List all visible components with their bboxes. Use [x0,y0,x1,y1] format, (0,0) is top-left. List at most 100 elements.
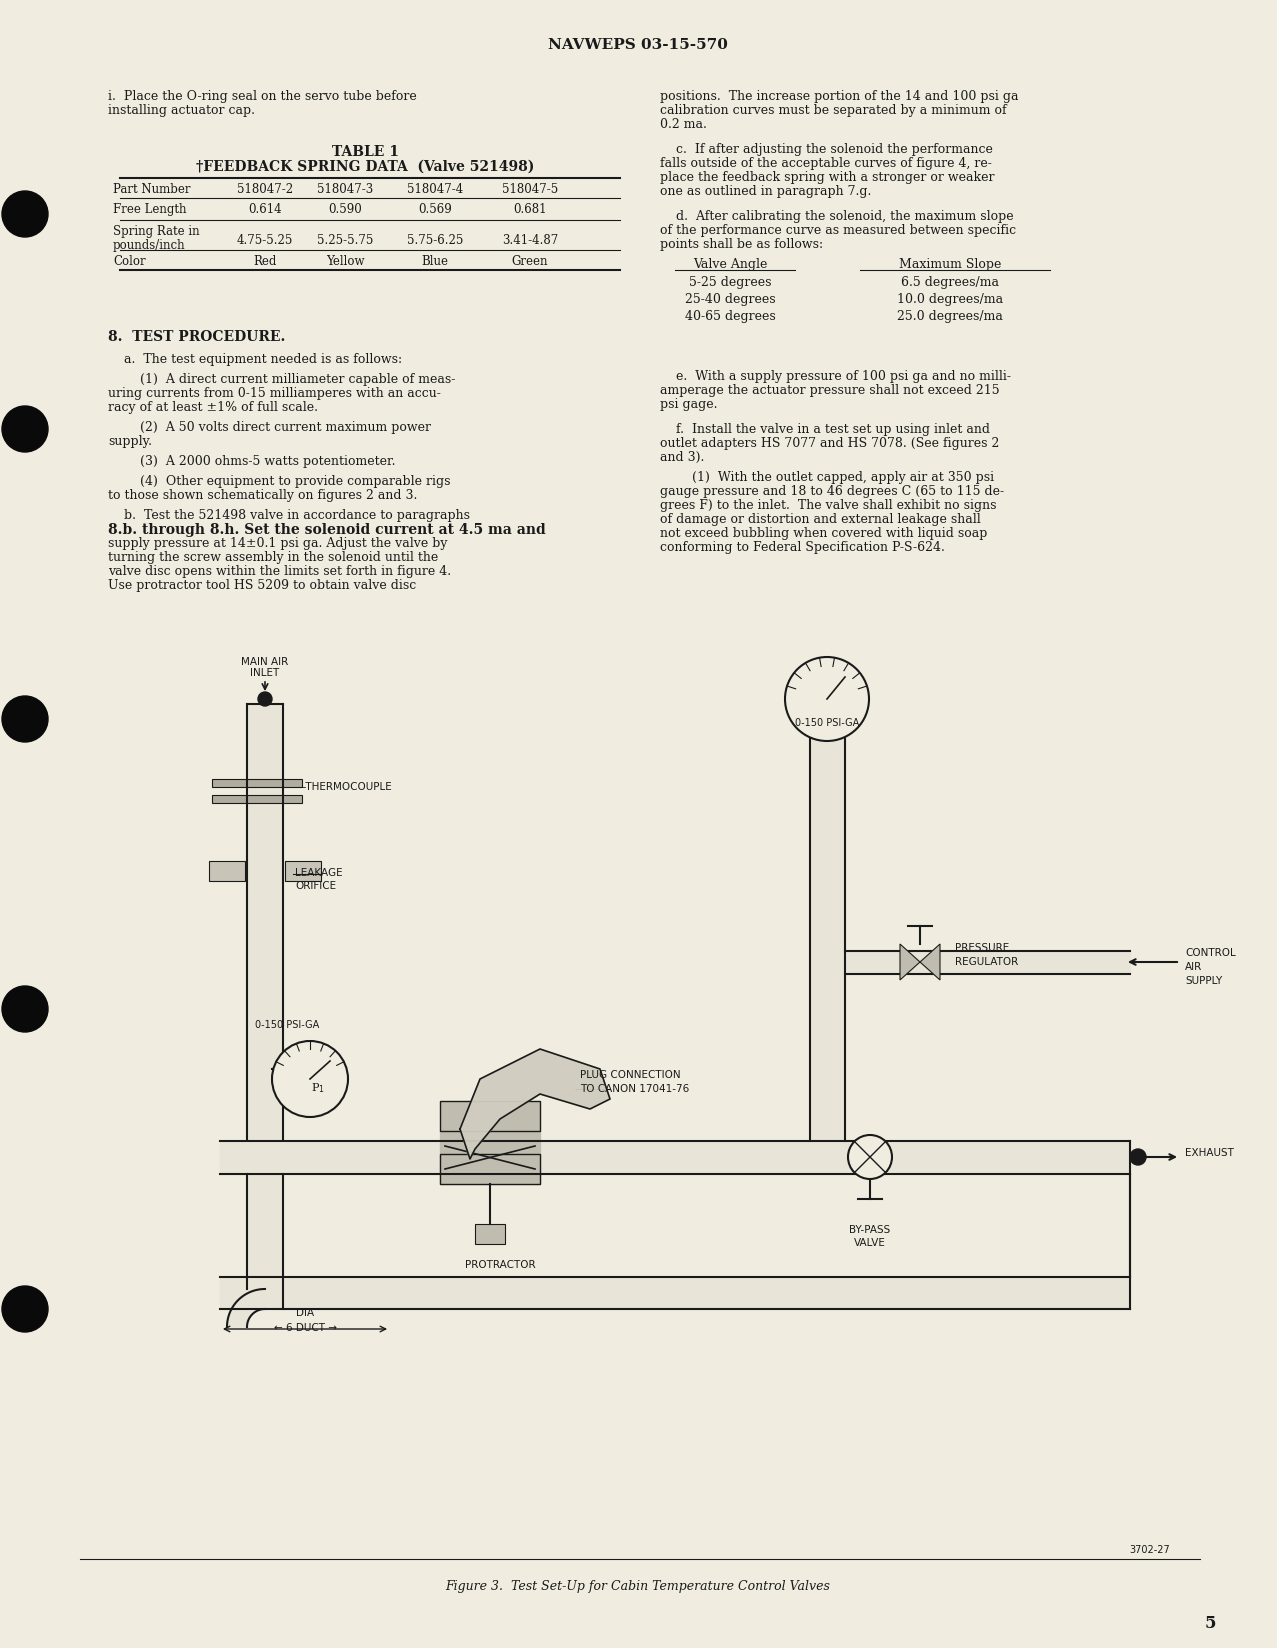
Text: psi gage.: psi gage. [660,397,718,410]
Text: one as outlined in paragraph 7.g.: one as outlined in paragraph 7.g. [660,185,871,198]
Text: DIA: DIA [296,1307,314,1317]
Text: Green: Green [512,255,548,269]
Bar [212,780,301,788]
Text: VALVE: VALVE [854,1238,886,1248]
Text: i.  Place the O-ring seal on the servo tube before: i. Place the O-ring seal on the servo tu… [109,91,416,102]
Text: 518047-2: 518047-2 [238,183,292,196]
Text: PLUG CONNECTION: PLUG CONNECTION [580,1070,681,1079]
Text: 40-65 degrees: 40-65 degrees [684,310,775,323]
Text: Blue: Blue [421,255,448,269]
Text: 25.0 degrees/ma: 25.0 degrees/ma [896,310,1002,323]
Text: 518047-4: 518047-4 [407,183,464,196]
Text: Figure 3.  Test Set-Up for Cabin Temperature Control Valves: Figure 3. Test Set-Up for Cabin Temperat… [446,1579,830,1592]
Text: 0-150 PSI-GA: 0-150 PSI-GA [794,717,859,727]
Text: valve disc opens within the limits set forth in figure 4.: valve disc opens within the limits set f… [109,565,451,578]
Text: racy of at least ±1% of full scale.: racy of at least ±1% of full scale. [109,400,318,414]
Text: —THERMOCOUPLE: —THERMOCOUPLE [295,781,392,791]
Text: Red: Red [253,255,277,269]
Text: a.  The test equipment needed is as follows:: a. The test equipment needed is as follo… [109,353,402,366]
Text: 0-150 PSI-GA: 0-150 PSI-GA [255,1020,319,1030]
Text: calibration curves must be separated by a minimum of: calibration curves must be separated by … [660,104,1006,117]
Circle shape [258,692,272,707]
Circle shape [3,191,49,237]
Circle shape [3,1285,49,1332]
Text: PROTRACTOR: PROTRACTOR [465,1259,535,1269]
Text: supply.: supply. [109,435,152,448]
Text: (4)  Other equipment to provide comparable rigs: (4) Other equipment to provide comparabl… [109,475,451,488]
Text: turning the screw assembly in the solenoid until the: turning the screw assembly in the soleno… [109,550,438,564]
Text: and 3).: and 3). [660,450,705,463]
Polygon shape [460,1050,610,1159]
Bar [285,862,321,882]
Bar [475,1224,504,1244]
Text: Use protractor tool HS 5209 to obtain valve disc: Use protractor tool HS 5209 to obtain va… [109,578,416,592]
Text: gauge pressure and 18 to 46 degrees C (65 to 115 de-: gauge pressure and 18 to 46 degrees C (6… [660,485,1004,498]
Circle shape [3,697,49,743]
Bar [209,862,245,882]
Text: NAVWEPS 03-15-570: NAVWEPS 03-15-570 [548,38,728,53]
Text: 4.75-5.25: 4.75-5.25 [236,234,294,247]
Text: conforming to Federal Specification P-S-624.: conforming to Federal Specification P-S-… [660,541,945,554]
Text: EXHAUST: EXHAUST [1185,1147,1234,1157]
Text: SUPPLY: SUPPLY [1185,976,1222,986]
Polygon shape [900,944,919,981]
Text: 6.5 degrees/ma: 6.5 degrees/ma [902,275,999,288]
Text: f.  Install the valve in a test set up using inlet and: f. Install the valve in a test set up us… [660,424,990,435]
Circle shape [272,1042,349,1117]
Text: PRESSURE: PRESSURE [955,943,1009,953]
Text: 0.590: 0.590 [328,203,361,216]
Text: REGULATOR: REGULATOR [955,956,1018,966]
Text: BY-PASS: BY-PASS [849,1224,890,1234]
Text: P$_1$: P$_1$ [312,1081,324,1094]
Text: CONTROL: CONTROL [1185,948,1236,957]
Text: (1)  A direct current milliameter capable of meas-: (1) A direct current milliameter capable… [109,372,456,386]
Text: 518047-3: 518047-3 [317,183,373,196]
Polygon shape [227,1289,266,1327]
Circle shape [848,1135,893,1180]
Circle shape [1130,1149,1145,1165]
Text: 10.0 degrees/ma: 10.0 degrees/ma [896,293,1002,307]
Polygon shape [919,944,940,981]
Text: 5.25-5.75: 5.25-5.75 [317,234,373,247]
Text: amperage the actuator pressure shall not exceed 215: amperage the actuator pressure shall not… [660,384,1000,397]
Text: of the performance curve as measured between specific: of the performance curve as measured bet… [660,224,1016,237]
Bar [441,1154,540,1185]
Text: 0.569: 0.569 [418,203,452,216]
Text: Maximum Slope: Maximum Slope [899,257,1001,270]
Text: uring currents from 0-15 milliamperes with an accu-: uring currents from 0-15 milliamperes wi… [109,387,441,400]
Text: Color: Color [112,255,146,269]
Text: Yellow: Yellow [326,255,364,269]
Text: 5.75-6.25: 5.75-6.25 [407,234,464,247]
Text: 0.2 ma.: 0.2 ma. [660,119,707,130]
Text: 0.614: 0.614 [248,203,282,216]
Text: †FEEDBACK SPRING DATA  (Valve 521498): †FEEDBACK SPRING DATA (Valve 521498) [195,160,534,175]
Text: 5: 5 [1204,1613,1216,1632]
Text: 518047-5: 518047-5 [502,183,558,196]
Text: falls outside of the acceptable curves of figure 4, re-: falls outside of the acceptable curves o… [660,157,992,170]
Text: d.  After calibrating the solenoid, the maximum slope: d. After calibrating the solenoid, the m… [660,209,1014,222]
Text: e.  With a supply pressure of 100 psi ga and no milli-: e. With a supply pressure of 100 psi ga … [660,369,1011,382]
Text: installing actuator cap.: installing actuator cap. [109,104,255,117]
Text: 5-25 degrees: 5-25 degrees [688,275,771,288]
Text: grees F) to the inlet.  The valve shall exhibit no signs: grees F) to the inlet. The valve shall e… [660,499,996,511]
Text: b.  Test the 521498 valve in accordance to paragraphs: b. Test the 521498 valve in accordance t… [109,509,470,522]
Text: (3)  A 2000 ohms-5 watts potentiometer.: (3) A 2000 ohms-5 watts potentiometer. [109,455,396,468]
Text: MAIN AIR: MAIN AIR [241,656,289,666]
Text: pounds/inch: pounds/inch [112,239,185,252]
Text: INLET: INLET [250,667,280,677]
Text: TO CANON 17041-76: TO CANON 17041-76 [580,1083,690,1093]
Bar [441,1101,540,1131]
Text: place the feedback spring with a stronger or weaker: place the feedback spring with a stronge… [660,171,995,185]
Circle shape [3,407,49,453]
Bar [212,796,301,804]
Circle shape [3,987,49,1032]
Text: of damage or distortion and external leakage shall: of damage or distortion and external lea… [660,513,981,526]
Text: Free Length: Free Length [112,203,186,216]
Text: positions.  The increase portion of the 14 and 100 psi ga: positions. The increase portion of the 1… [660,91,1019,102]
Text: c.  If after adjusting the solenoid the performance: c. If after adjusting the solenoid the p… [660,143,994,157]
Text: Valve Angle: Valve Angle [693,257,767,270]
Text: Part Number: Part Number [112,183,190,196]
Text: 8.  TEST PROCEDURE.: 8. TEST PROCEDURE. [109,330,285,344]
Text: points shall be as follows:: points shall be as follows: [660,237,824,250]
Text: supply pressure at 14±0.1 psi ga. Adjust the valve by: supply pressure at 14±0.1 psi ga. Adjust… [109,537,447,550]
